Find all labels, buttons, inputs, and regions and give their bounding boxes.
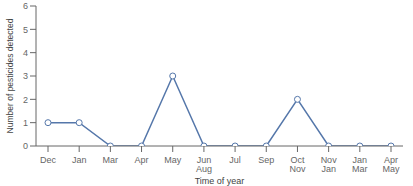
svg-text:May: May bbox=[164, 155, 182, 165]
svg-text:Apr: Apr bbox=[135, 155, 149, 165]
svg-text:NovJan: NovJan bbox=[321, 155, 338, 174]
svg-text:JunAug: JunAug bbox=[196, 155, 212, 174]
svg-text:Jul: Jul bbox=[229, 155, 241, 165]
svg-text:0: 0 bbox=[23, 141, 28, 151]
svg-text:6: 6 bbox=[23, 1, 28, 11]
svg-text:1: 1 bbox=[23, 118, 28, 128]
svg-text:Number of pesticides detected: Number of pesticides detected bbox=[8, 18, 15, 133]
svg-text:Time of year: Time of year bbox=[195, 176, 245, 186]
svg-text:4: 4 bbox=[23, 48, 28, 58]
svg-text:OctNov: OctNov bbox=[289, 155, 306, 174]
svg-text:5: 5 bbox=[23, 25, 28, 35]
svg-text:JanMar: JanMar bbox=[352, 155, 368, 174]
svg-text:Sep: Sep bbox=[258, 155, 274, 165]
svg-text:Dec: Dec bbox=[40, 155, 57, 165]
svg-text:3: 3 bbox=[23, 71, 28, 81]
svg-text:2: 2 bbox=[23, 95, 28, 105]
svg-text:AprMay: AprMay bbox=[382, 155, 400, 174]
svg-text:Jan: Jan bbox=[72, 155, 87, 165]
svg-text:Mar: Mar bbox=[103, 155, 119, 165]
